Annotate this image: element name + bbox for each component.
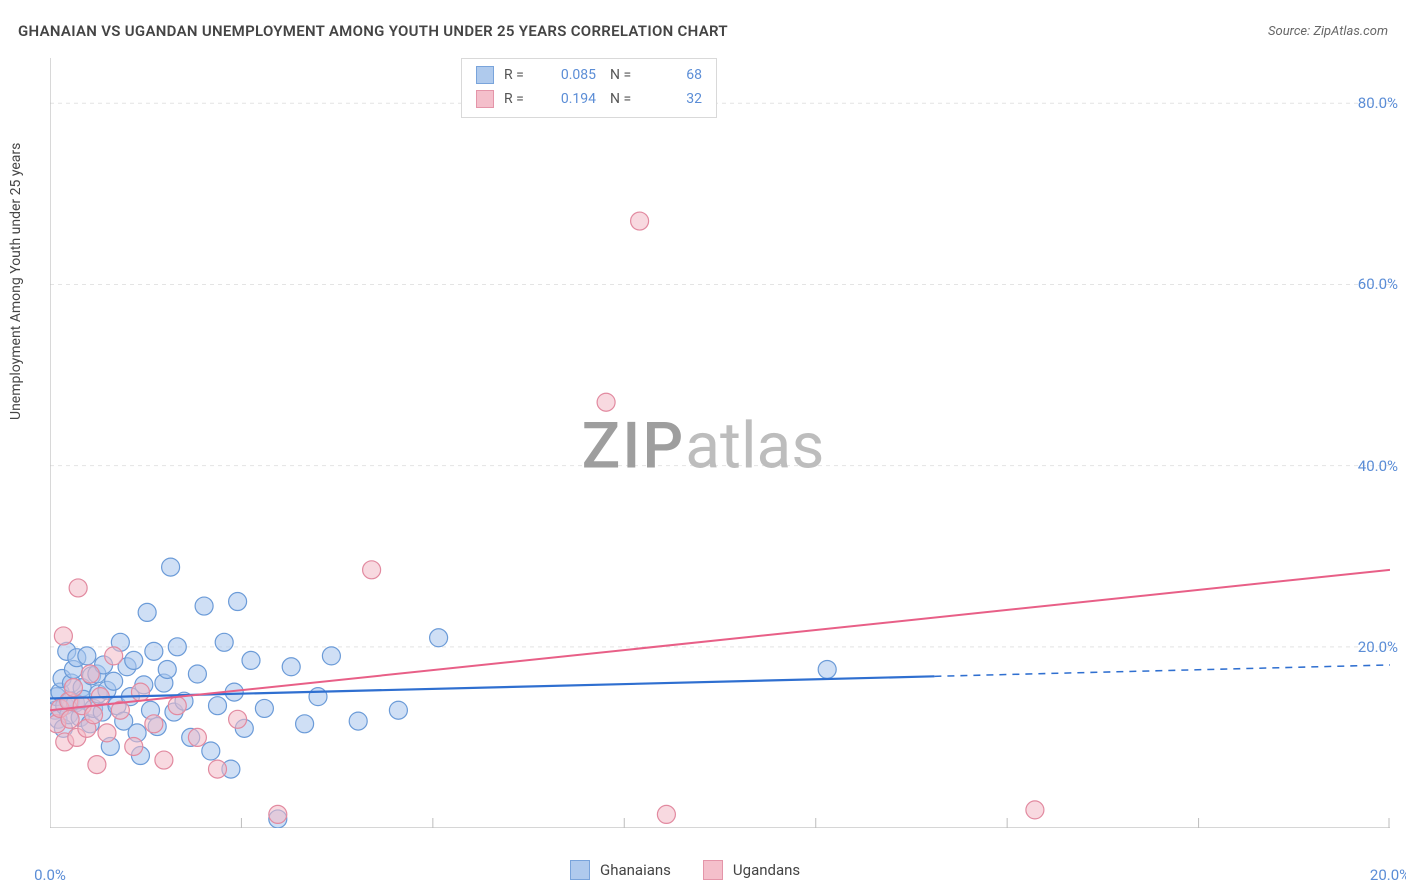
legend-item-ugandans: Ugandans (703, 860, 800, 880)
y-axis-label: Unemployment Among Youth under 25 years (8, 143, 24, 420)
x-tick-label: 0.0% (34, 866, 66, 884)
n-value: 68 (648, 67, 702, 83)
stats-row-ugandans: R = 0.194 N = 32 (476, 87, 702, 111)
y-tick-label: 80.0% (1358, 94, 1398, 112)
y-tick-label: 20.0% (1358, 638, 1398, 656)
series-legend: Ghanaians Ugandans (570, 860, 800, 880)
legend-label: Ugandans (733, 861, 800, 879)
n-label: N = (610, 91, 638, 107)
legend-label: Ghanaians (600, 861, 671, 879)
n-label: N = (610, 67, 638, 83)
stats-row-ghanaians: R = 0.085 N = 68 (476, 63, 702, 87)
chart-title: GHANAIAN VS UGANDAN UNEMPLOYMENT AMONG Y… (18, 22, 728, 40)
source-value: ZipAtlas.com (1313, 24, 1388, 39)
r-label: R = (504, 67, 532, 83)
swatch-ugandans (476, 90, 494, 108)
scatter-plot (50, 58, 1390, 828)
source-label: Source: (1268, 24, 1313, 39)
n-value: 32 (648, 91, 702, 107)
r-value: 0.085 (542, 67, 596, 83)
r-label: R = (504, 91, 532, 107)
y-tick-label: 60.0% (1358, 275, 1398, 293)
r-value: 0.194 (542, 91, 596, 107)
y-tick-label: 40.0% (1358, 457, 1398, 475)
x-tick-label: 20.0% (1370, 866, 1406, 884)
stats-legend: R = 0.085 N = 68 R = 0.194 N = 32 (461, 58, 717, 118)
swatch-ghanaians (570, 860, 590, 880)
swatch-ghanaians (476, 66, 494, 84)
swatch-ugandans (703, 860, 723, 880)
source-attribution: Source: ZipAtlas.com (1268, 24, 1388, 39)
legend-item-ghanaians: Ghanaians (570, 860, 671, 880)
